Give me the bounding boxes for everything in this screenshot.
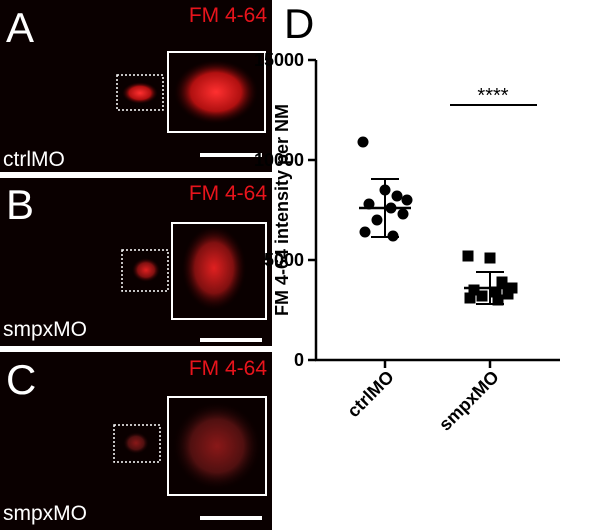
data-point — [468, 284, 480, 296]
inset — [167, 51, 266, 133]
panel-label: ctrlMO — [3, 148, 65, 171]
panel-letter: B — [6, 181, 34, 228]
panel-b: B FM 4-64 smpxMO — [0, 178, 272, 346]
signal — [122, 82, 158, 104]
panel-a: A FM 4-64 ctrlMO — [0, 0, 272, 172]
data-point — [490, 286, 502, 298]
panel-letter: A — [6, 4, 34, 51]
data-point — [397, 208, 409, 220]
panel-letter: C — [6, 356, 36, 403]
x-tick-label: smpxMO — [435, 367, 503, 435]
zoom-box — [121, 249, 169, 292]
data-point — [484, 252, 496, 264]
data-point — [462, 250, 474, 262]
signal — [182, 226, 246, 310]
y-axis-label: FM 4-64 intensity per NM — [272, 104, 292, 316]
inset — [171, 222, 267, 320]
x-tick-label: ctrlMO — [343, 367, 397, 421]
y-tick-label: 0 — [294, 350, 304, 370]
stain-label: FM 4-64 — [189, 182, 268, 205]
data-point — [502, 288, 514, 300]
panel-letter: D — [284, 0, 314, 47]
signal — [174, 60, 258, 124]
data-point — [496, 276, 508, 288]
data-point — [401, 194, 413, 206]
y-tick-label: 10000 — [254, 150, 304, 170]
signal — [173, 402, 261, 490]
zoom-box — [113, 424, 161, 463]
data-point — [371, 214, 383, 226]
panel-c: C FM 4-64 smpxMO — [0, 352, 272, 530]
data-point — [492, 294, 504, 306]
panel-label: smpxMO — [3, 502, 87, 525]
data-point — [357, 136, 369, 148]
significance-label: **** — [477, 85, 508, 107]
inset — [167, 396, 267, 496]
data-point — [359, 226, 371, 238]
data-point — [476, 290, 488, 302]
stain-label: FM 4-64 — [189, 4, 268, 27]
stain-label: FM 4-64 — [189, 357, 268, 380]
panel-label: smpxMO — [3, 318, 87, 341]
signal — [123, 432, 149, 454]
data-point — [391, 190, 403, 202]
zoom-box — [116, 74, 164, 111]
signal — [132, 258, 160, 282]
y-tick-label: 5000 — [264, 250, 304, 270]
data-point — [464, 292, 476, 304]
y-tick-label: 15000 — [254, 50, 304, 70]
chart: D FM 4-64 intensity per NM 0 5000 10000 150… — [254, 0, 560, 435]
